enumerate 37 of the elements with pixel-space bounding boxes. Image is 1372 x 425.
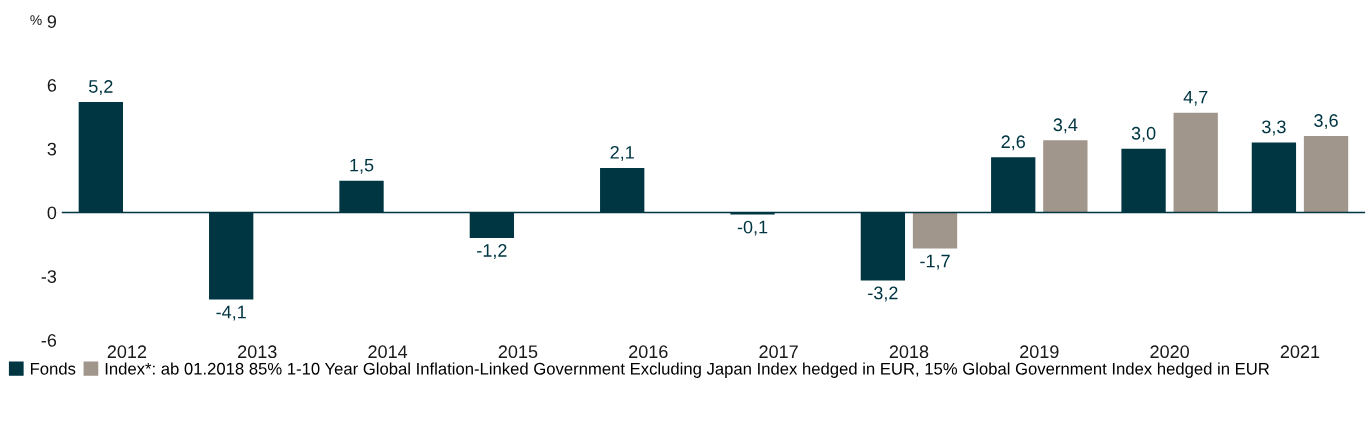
data-label: -0,1 (737, 220, 768, 236)
data-label: 3,6 (1314, 114, 1338, 130)
data-label: 3,3 (1262, 120, 1286, 136)
x-tick-label: 2018 (889, 345, 929, 359)
x-tick-label: 2017 (759, 345, 798, 359)
bar (1303, 136, 1349, 213)
y-tick-label: -3 (41, 270, 57, 283)
data-label: -4,1 (216, 305, 246, 321)
y-tick-label: 3 (47, 142, 57, 156)
bar (1043, 140, 1088, 213)
y-tick-label: 6 (47, 78, 57, 92)
y-axis-title: % (30, 15, 42, 25)
data-label: 2,6 (1001, 135, 1025, 151)
x-tick-label: 2012 (107, 345, 147, 359)
data-label: -3,2 (868, 286, 898, 302)
data-label: 1,5 (350, 158, 374, 174)
data-label: 4,7 (1183, 90, 1208, 106)
x-tick-label: 2014 (368, 345, 408, 359)
data-label: -1,2 (477, 244, 507, 259)
x-tick-label: 2016 (629, 345, 668, 359)
data-label: 3,0 (1131, 126, 1156, 142)
data-label: 5,2 (89, 80, 113, 96)
bar (912, 212, 958, 249)
x-tick-label: 2021 (1280, 345, 1320, 359)
legend-label: Fonds (30, 362, 76, 375)
y-tick-label: 9 (47, 15, 57, 28)
x-tick-label: 2019 (1020, 345, 1059, 359)
y-tick-label: 0 (47, 206, 57, 220)
x-tick-label: 2015 (498, 345, 538, 359)
legend-label: Index*: ab 01.2018 85% 1-10 Year Global Inflation-Linked Government Excluding Japan Index hedged in EUR, 15% Global Government Index hedged in EUR (105, 362, 1270, 378)
bar (1173, 112, 1218, 213)
data-label: 3,4 (1053, 118, 1078, 134)
x-tick-label: 2013 (238, 345, 277, 359)
x-tick-label: 2020 (1150, 345, 1190, 359)
y-tick-label: -6 (41, 333, 57, 347)
data-label: -1,7 (920, 254, 950, 270)
data-label: 2,1 (610, 145, 634, 161)
